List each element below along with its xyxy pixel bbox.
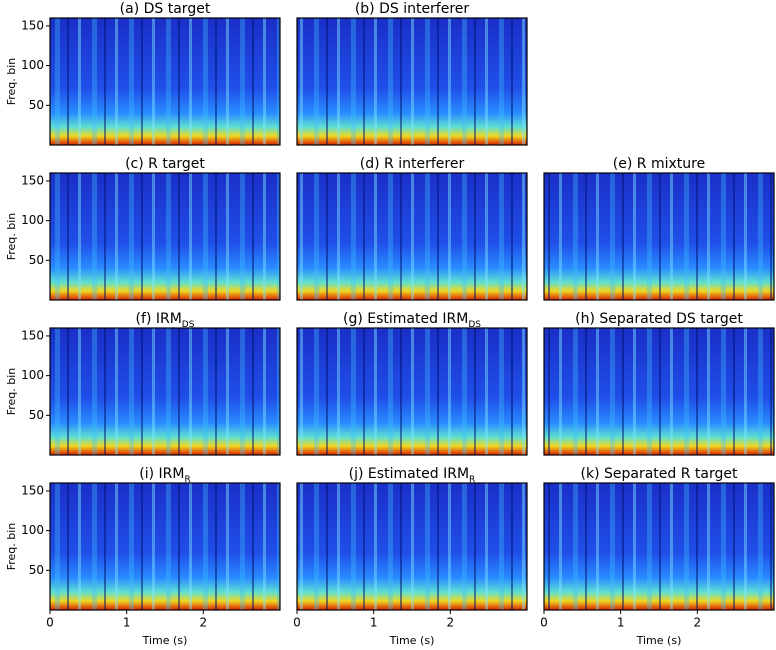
title-text: (i) IRM — [139, 466, 184, 482]
title-text: (c) R target — [125, 156, 205, 172]
spectrogram-texture — [50, 173, 280, 300]
title-subscript: DS — [182, 320, 195, 330]
y-tick-label: 150 — [21, 483, 44, 497]
spectrogram-texture — [297, 328, 527, 455]
y-tick-label: 100 — [21, 523, 44, 537]
panel-title: (a) DS target — [120, 1, 211, 17]
x-axis-label: Time (s) — [636, 634, 682, 647]
spectrogram-texture — [50, 328, 280, 455]
x-tick-label: 2 — [200, 616, 208, 630]
title-text: (j) Estimated IRM — [349, 466, 469, 482]
title-text: (e) R mixture — [613, 156, 705, 172]
x-axis-label: Time (s) — [142, 634, 188, 647]
y-axis-label: Freq. bin — [5, 213, 18, 261]
axes-frame — [543, 172, 775, 301]
title-text: (a) DS target — [120, 1, 211, 17]
panel-title: (h) Separated DS target — [575, 311, 743, 327]
spectrogram-texture — [50, 18, 280, 145]
spectrogram-texture — [50, 483, 280, 610]
panel-title: (b) DS interferer — [355, 1, 470, 17]
axes-frame — [49, 17, 281, 146]
panel-title: (j) Estimated IRMR — [349, 466, 476, 485]
spectrogram-texture — [544, 483, 774, 610]
axes-frame — [543, 327, 775, 456]
title-text: (k) Separated R target — [581, 466, 738, 482]
spectrogram-texture — [297, 173, 527, 300]
axes-frame — [49, 327, 281, 456]
axes-frame — [296, 482, 528, 611]
spectrogram-texture — [297, 483, 527, 610]
axes-frame — [296, 172, 528, 301]
spectrogram-texture — [544, 328, 774, 455]
x-tick-label: 1 — [617, 616, 625, 630]
axes-frame — [49, 482, 281, 611]
axes-frame — [49, 172, 281, 301]
title-text: (f) IRM — [136, 311, 182, 327]
title-text: (b) DS interferer — [355, 1, 470, 17]
spectrogram-texture — [297, 18, 527, 145]
y-axis-label: Freq. bin — [5, 58, 18, 106]
panel-title: (k) Separated R target — [581, 466, 738, 482]
title-text: (d) R interferer — [360, 156, 465, 172]
x-tick-label: 1 — [370, 616, 378, 630]
panel-title: (i) IRMR — [139, 466, 190, 485]
x-axis-label: Time (s) — [389, 634, 435, 647]
y-tick-label: 50 — [29, 98, 44, 112]
panel-title: (d) R interferer — [360, 156, 465, 172]
panel-title: (g) Estimated IRMDS — [343, 311, 481, 330]
spectrogram-texture — [544, 173, 774, 300]
y-tick-label: 100 — [21, 368, 44, 382]
x-tick-label: 0 — [293, 616, 301, 630]
axes-frame — [296, 17, 528, 146]
y-tick-label: 150 — [21, 328, 44, 342]
y-axis-label: Freq. bin — [5, 368, 18, 416]
axes-frame — [543, 482, 775, 611]
x-tick-label: 2 — [694, 616, 702, 630]
y-tick-label: 150 — [21, 173, 44, 187]
y-tick-label: 50 — [29, 253, 44, 267]
title-subscript: DS — [468, 320, 481, 330]
panel-title: (e) R mixture — [613, 156, 705, 172]
y-tick-label: 100 — [21, 213, 44, 227]
panel-title: (f) IRMDS — [136, 311, 195, 330]
y-tick-label: 150 — [21, 18, 44, 32]
y-tick-label: 50 — [29, 408, 44, 422]
title-text: (g) Estimated IRM — [343, 311, 468, 327]
x-tick-label: 0 — [46, 616, 54, 630]
y-axis-label: Freq. bin — [5, 523, 18, 571]
title-subscript: R — [184, 475, 190, 485]
panel-title: (c) R target — [125, 156, 205, 172]
y-tick-label: 100 — [21, 58, 44, 72]
title-subscript: R — [469, 475, 475, 485]
x-tick-label: 2 — [447, 616, 455, 630]
axes-frame — [296, 327, 528, 456]
title-text: (h) Separated DS target — [575, 311, 743, 327]
x-tick-label: 0 — [540, 616, 548, 630]
y-tick-label: 50 — [29, 563, 44, 577]
x-tick-label: 1 — [123, 616, 131, 630]
